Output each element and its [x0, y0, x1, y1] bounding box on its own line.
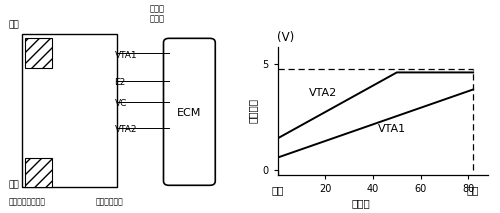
Text: E2: E2 — [114, 78, 126, 87]
Text: 节气门: 节气门 — [352, 199, 370, 209]
Bar — [24, 38, 52, 68]
Text: ECM: ECM — [177, 108, 202, 118]
FancyBboxPatch shape — [164, 38, 216, 185]
Text: VC: VC — [114, 99, 127, 108]
Text: VTA1: VTA1 — [378, 124, 406, 134]
Text: VTA1: VTA1 — [114, 50, 137, 59]
Bar — [22, 34, 117, 187]
Bar — [24, 158, 52, 187]
Text: 霍尔集成电路: 霍尔集成电路 — [96, 197, 123, 206]
Text: 霍尔集
成电路: 霍尔集 成电路 — [150, 4, 165, 23]
Text: (V): (V) — [278, 31, 295, 44]
Text: 磁辊: 磁辊 — [8, 180, 19, 189]
Text: 全开: 全开 — [467, 185, 479, 195]
Text: VTA2: VTA2 — [114, 125, 137, 134]
Text: 磁辊: 磁辊 — [8, 21, 19, 30]
Text: 全关: 全关 — [271, 185, 284, 195]
Y-axis label: 输出电压: 输出电压 — [248, 98, 258, 123]
Text: 节气门位置传感器: 节气门位置传感器 — [8, 197, 45, 206]
Text: VTA2: VTA2 — [308, 88, 337, 98]
